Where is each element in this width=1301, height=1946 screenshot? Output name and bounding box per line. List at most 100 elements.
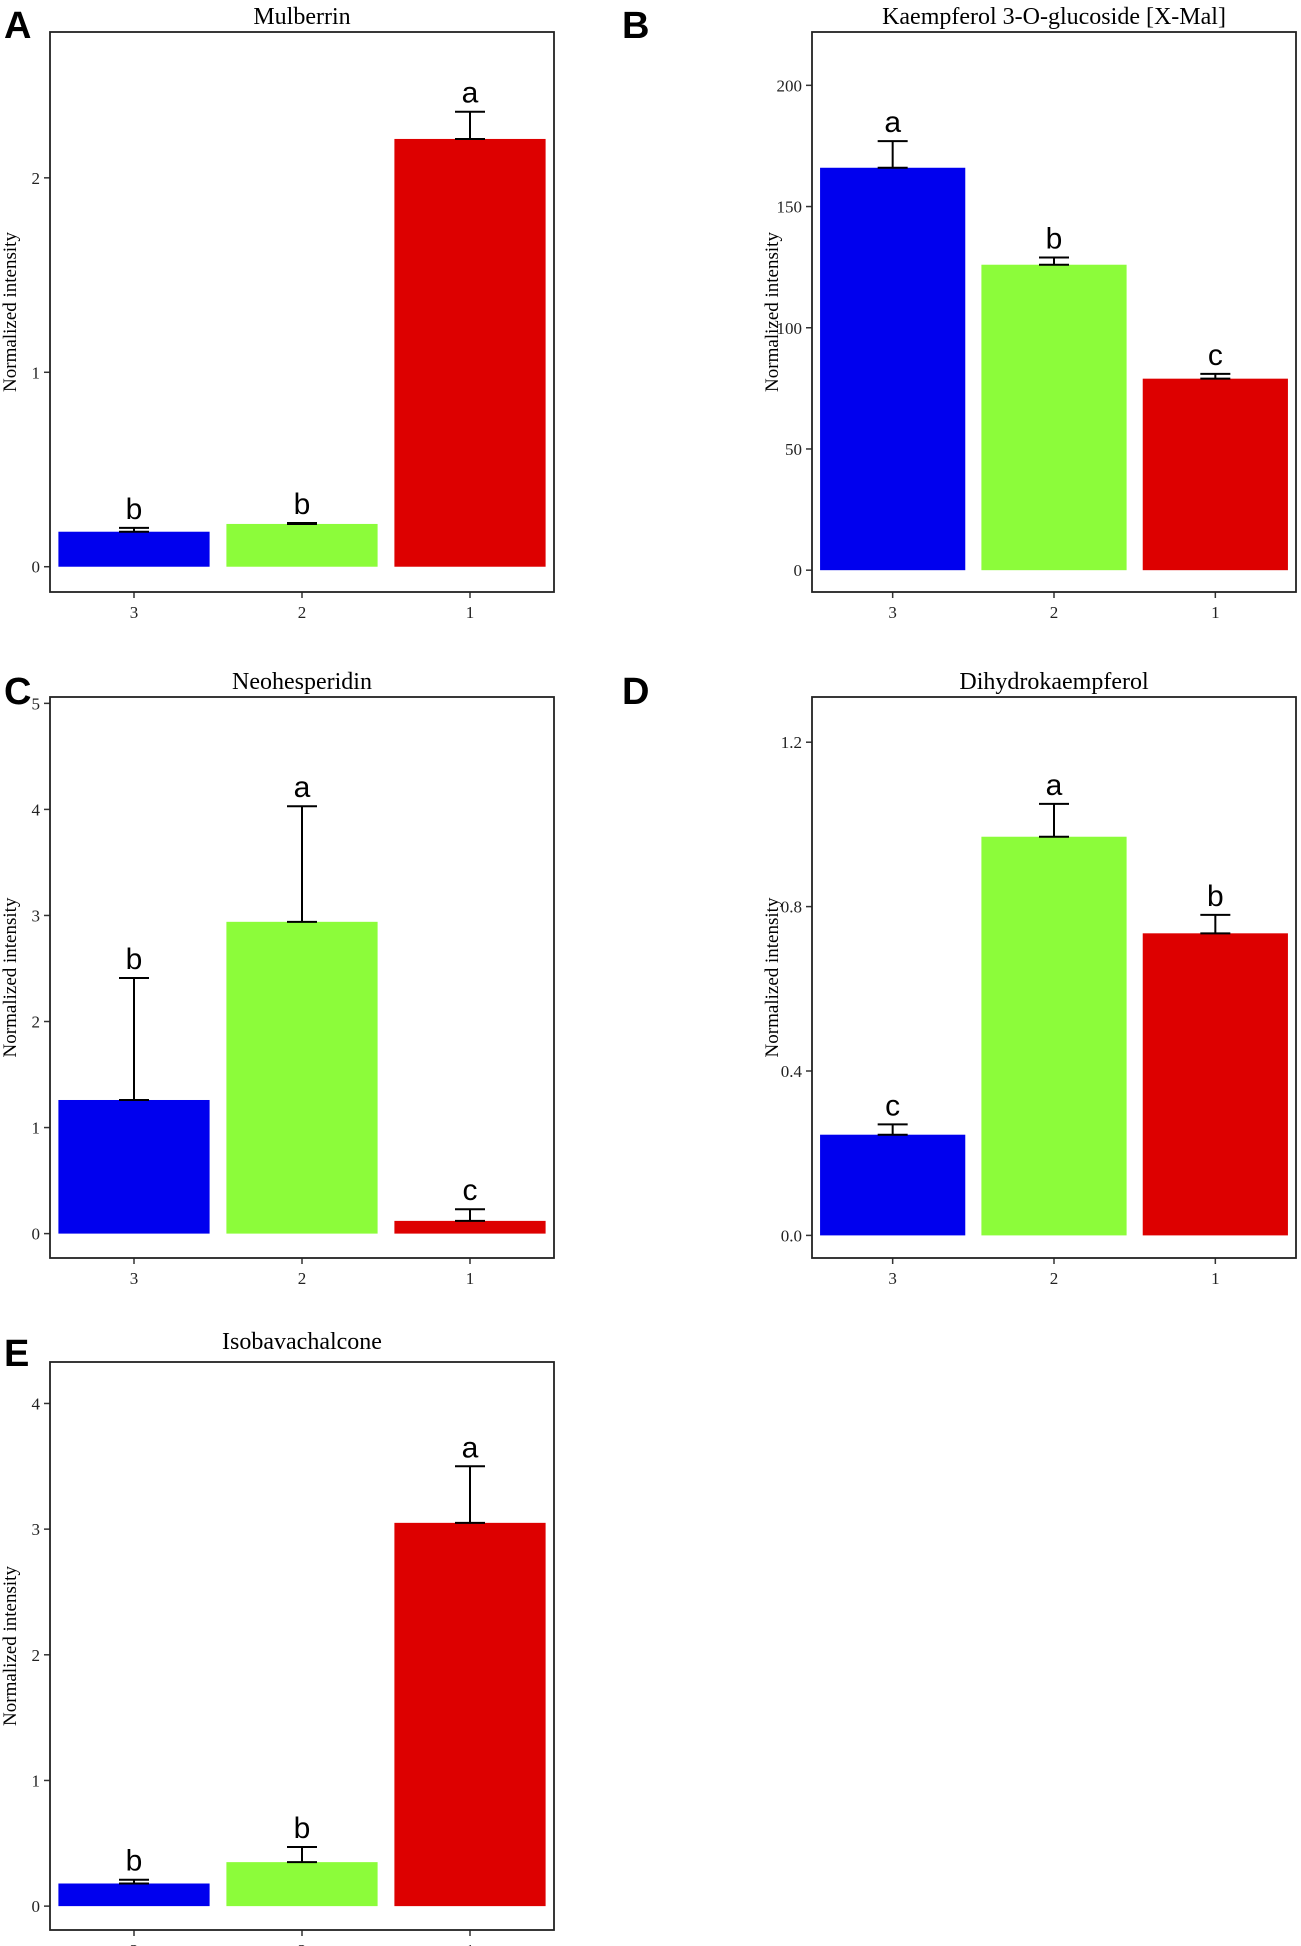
chart-title: Mulberrin [253,4,350,30]
y-tick-label: 5 [32,694,41,713]
significance-label-1: c [1208,339,1223,372]
y-tick-label: 1.2 [781,733,802,752]
significance-label-3: b [126,493,143,526]
y-tick-label: 1 [32,1119,41,1138]
x-tick-label: 2 [298,1269,307,1288]
x-tick-label: 1 [466,1269,475,1288]
chart-title: Isobavachalcone [222,1329,382,1355]
y-tick-label: 150 [777,198,803,217]
panel-d: D Dihydrokaempferol Normalized intensity c 3… [622,669,1297,1288]
significance-label-1: b [1207,880,1224,913]
bar-1 [1142,933,1288,1236]
panel-letter: A [4,5,31,47]
y-tick-label: 4 [32,800,41,819]
bar-3 [820,167,966,571]
error-bar-3 [877,1123,908,1136]
plot-frame [49,696,555,1259]
bar-1 [394,1522,546,1907]
x-tick-label: 2 [1050,1269,1059,1288]
significance-label-3: c [885,1089,900,1122]
y-tick-label: 200 [777,76,803,95]
y-tick-label: 100 [777,319,803,338]
chart-title: Kaempferol 3-O-glucoside [X-Mal] [882,4,1226,30]
x-tick-label: 3 [130,1941,139,1946]
x-tick-label: 3 [888,603,897,622]
error-bar-2 [1039,256,1069,266]
bar-2 [226,921,378,1234]
bar-2 [981,264,1127,571]
bar-3 [58,531,210,567]
x-tick-label: 1 [1211,1269,1220,1288]
bar-1 [394,1220,546,1234]
x-tick-label: 1 [466,1941,475,1946]
error-bar-1 [455,110,485,140]
error-bar-2 [287,805,317,923]
error-bar-2 [1039,802,1069,838]
significance-label-2: a [1046,769,1063,802]
y-tick-label: 4 [32,1394,41,1413]
significance-label-3: a [884,106,901,139]
error-bar-1 [1200,372,1231,380]
bar-1 [1142,378,1288,571]
significance-label-2: a [294,771,311,804]
y-tick-label: 0 [32,1225,41,1244]
y-tick-label: 0.0 [781,1226,802,1245]
error-bar-1 [455,1465,485,1524]
x-tick-label: 2 [298,1941,307,1946]
y-axis-label: Normalized intensity [0,1566,21,1726]
panel-b: B Kaempferol 3-O-glucoside [X-Mal] Normali… [622,4,1297,622]
bar-2 [981,836,1127,1236]
bar-2 [226,523,378,567]
y-axis-label: Normalized intensity [0,232,21,392]
x-tick-label: 1 [466,603,475,622]
y-tick-label: 1 [32,1771,41,1790]
x-tick-label: 3 [888,1269,897,1288]
significance-label-2: b [1046,222,1063,255]
y-tick-label: 0 [794,561,803,580]
error-bar-3 [119,1878,149,1885]
y-tick-label: 0.8 [781,898,802,917]
y-tick-label: 0 [32,1897,41,1916]
y-tick-label: 2 [32,169,41,188]
y-axis-label: Normalized intensity [762,232,783,392]
significance-label-2: b [294,1812,311,1845]
significance-label-3: b [126,1845,143,1878]
error-bar-3 [119,977,149,1101]
bar-3 [58,1883,210,1907]
error-bar-2 [287,1846,317,1864]
significance-label-1: c [463,1174,478,1207]
y-tick-label: 0 [32,558,41,577]
bar-1 [394,138,546,567]
plot-frame [49,31,555,593]
panel-letter: B [622,5,649,47]
panel-c: C Neohesperidin Normalized intensity b 3 a 2 c 1… [0,669,555,1288]
y-tick-label: 50 [785,440,802,459]
significance-label-1: a [462,77,479,110]
plot-frame [811,31,1297,593]
panel-e: E Isobavachalcone Normalized intensity b 3 b 2… [0,1329,555,1946]
x-tick-label: 2 [1050,603,1059,622]
y-tick-label: 1 [32,363,41,382]
y-tick-label: 2 [32,1013,41,1032]
chart-title: Dihydrokaempferol [959,669,1149,695]
error-bar-3 [877,140,908,169]
error-bar-2 [287,521,317,525]
y-axis-label: Normalized intensity [762,897,783,1057]
panel-letter: E [4,1333,29,1375]
panel-letter: C [4,671,31,713]
panel-a: A Mulberrin Normalized intensity b 3 b 2 a 1 0 1 2 [0,4,555,622]
y-tick-label: 2 [32,1646,41,1665]
bar-3 [820,1134,966,1236]
x-tick-label: 2 [298,603,307,622]
x-tick-label: 1 [1211,603,1220,622]
chart-title: Neohesperidin [232,669,372,695]
y-tick-label: 3 [32,906,41,925]
bar-3 [58,1099,210,1234]
plot-frame [49,1361,555,1931]
y-tick-label: 0.4 [781,1062,803,1081]
error-bar-3 [119,526,149,533]
error-bar-1 [1200,913,1231,935]
bar-2 [226,1862,378,1907]
plot-frame [811,696,1297,1259]
